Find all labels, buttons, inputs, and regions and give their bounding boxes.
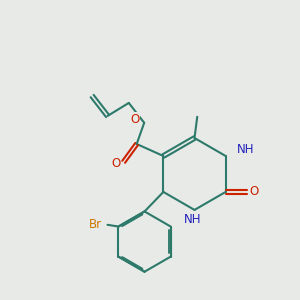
Text: Br: Br [88,218,102,231]
Text: O: O [250,185,259,198]
Text: NH: NH [237,143,254,156]
Text: O: O [130,113,139,126]
Text: NH: NH [184,213,202,226]
Text: O: O [112,157,121,170]
